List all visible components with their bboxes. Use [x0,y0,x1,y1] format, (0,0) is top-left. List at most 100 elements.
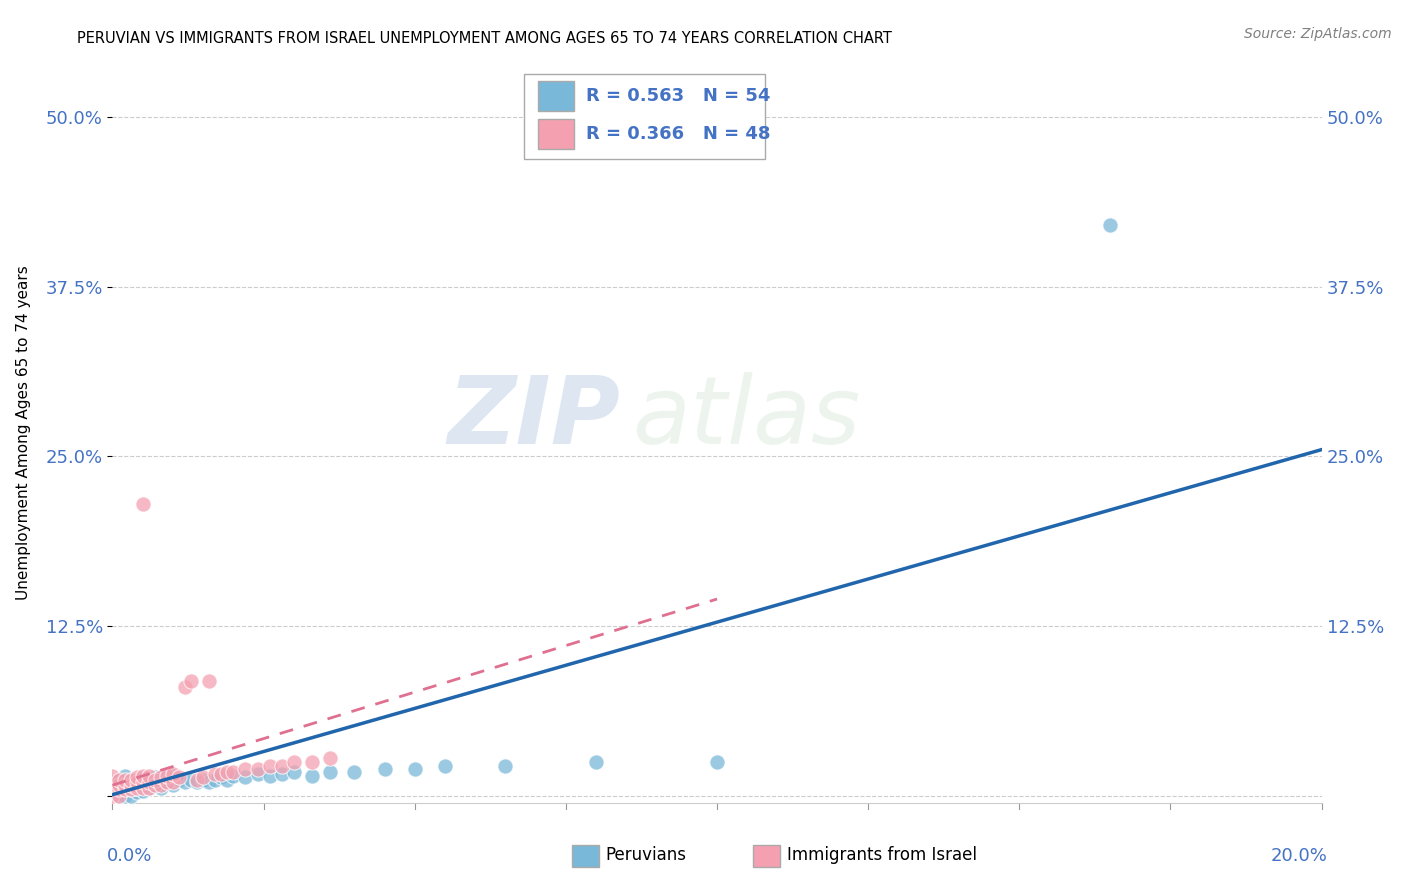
Point [132,497,155,511]
Point [1098,219,1121,233]
Point [433,759,456,773]
Point [186,775,208,789]
Point [132,769,155,783]
Text: Source: ZipAtlas.com: Source: ZipAtlas.com [1244,27,1392,41]
Point [174,775,197,789]
Point [132,780,155,795]
Point [114,769,136,783]
FancyBboxPatch shape [572,845,599,867]
Point [114,782,136,797]
Text: ZIP: ZIP [447,372,620,464]
Point [101,775,124,789]
Point [107,789,129,803]
Text: PERUVIAN VS IMMIGRANTS FROM ISRAEL UNEMPLOYMENT AMONG AGES 65 TO 74 YEARS CORREL: PERUVIAN VS IMMIGRANTS FROM ISRAEL UNEMP… [77,31,893,46]
Point [301,769,323,783]
Text: R = 0.366   N = 48: R = 0.366 N = 48 [586,125,770,144]
Point [101,782,124,797]
Point [374,762,396,776]
FancyBboxPatch shape [538,120,575,149]
Point [270,767,292,781]
Point [125,775,148,789]
Point [283,755,305,769]
Text: 0.0%: 0.0% [107,847,152,865]
Point [156,775,179,789]
Point [101,769,124,783]
Point [209,767,232,781]
Point [204,767,226,781]
Point [120,778,142,792]
Point [143,778,166,792]
Point [107,772,129,787]
Point [114,789,136,803]
Point [101,778,124,792]
Point [120,778,142,792]
Point [120,782,142,797]
Point [283,764,305,779]
Point [706,755,728,769]
Text: R = 0.563   N = 54: R = 0.563 N = 54 [586,87,770,104]
Point [114,772,136,787]
Point [132,778,155,792]
Point [180,673,202,688]
Point [143,772,166,787]
Point [120,772,142,787]
Point [101,789,124,803]
Point [186,772,208,787]
Point [107,789,129,803]
Point [217,772,239,787]
Point [495,759,517,773]
Point [143,778,166,792]
Point [319,751,342,765]
Point [107,772,129,787]
Point [149,770,172,784]
Point [156,769,179,783]
Point [114,782,136,797]
Point [138,775,160,789]
Point [132,775,155,789]
Y-axis label: Unemployment Among Ages 65 to 74 years: Unemployment Among Ages 65 to 74 years [17,265,31,600]
Point [404,762,426,776]
Point [107,782,129,797]
Point [162,778,184,792]
Point [107,778,129,792]
Point [120,789,142,803]
FancyBboxPatch shape [538,81,575,111]
Point [125,770,148,784]
Point [191,770,214,784]
Point [162,775,184,789]
Point [132,772,155,787]
FancyBboxPatch shape [523,73,765,159]
Point [585,755,607,769]
Point [167,770,190,784]
Point [167,772,190,787]
Point [101,782,124,797]
Point [162,769,184,783]
Point [301,755,323,769]
Point [191,772,214,787]
Point [174,681,197,695]
Point [125,780,148,795]
Point [107,782,129,797]
Point [149,778,172,792]
Point [343,764,366,779]
Point [143,770,166,784]
Point [198,673,221,688]
Point [138,775,160,789]
Point [162,767,184,781]
Point [156,775,179,789]
Text: Peruvians: Peruvians [606,846,686,863]
Point [114,778,136,792]
Point [204,772,226,787]
Point [209,770,232,784]
Point [198,775,221,789]
Point [270,759,292,773]
Point [180,772,202,787]
Text: Immigrants from Israel: Immigrants from Israel [787,846,977,863]
Point [114,778,136,792]
Point [107,778,129,792]
Point [222,769,245,783]
Point [125,775,148,789]
Point [132,783,155,797]
Point [138,780,160,795]
Point [235,770,257,784]
